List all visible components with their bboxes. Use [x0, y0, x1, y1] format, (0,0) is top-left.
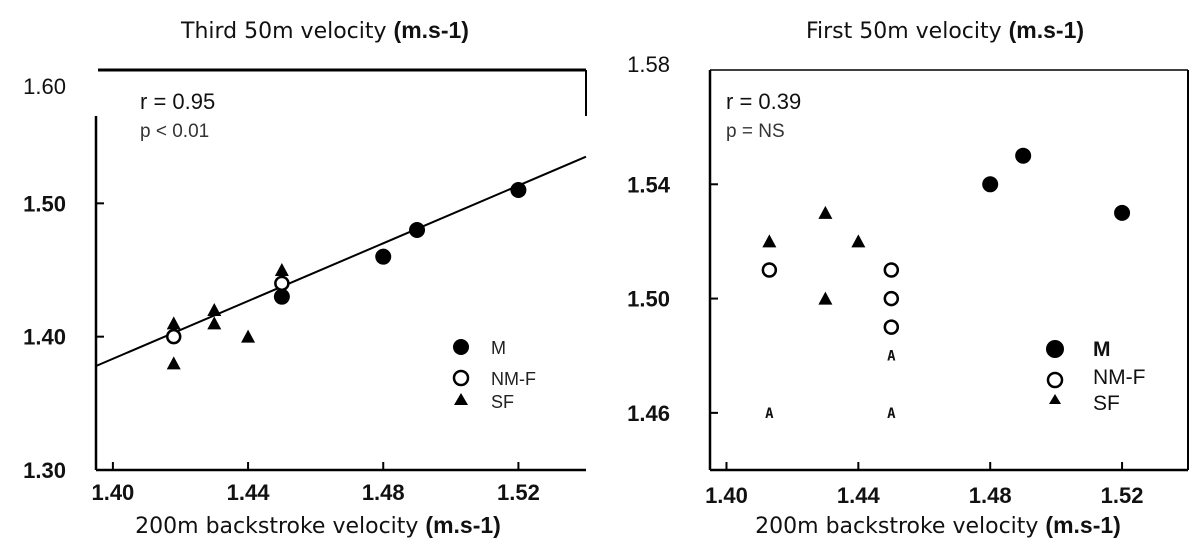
chart-right-x-label-unit: (m.s-1)	[1045, 512, 1120, 538]
point-sf	[207, 303, 222, 316]
point-m	[375, 248, 392, 265]
y-tick-label: 1.60	[23, 74, 66, 99]
legend-nmf-marker	[1046, 371, 1064, 389]
legend-m-marker	[1046, 340, 1064, 358]
y-tick-label: 1.40	[23, 325, 66, 350]
y-tick-label: 1.50	[627, 287, 670, 312]
point-nm-f	[883, 262, 900, 278]
chart-right-svg: First 50m velocity (m.s-1) r = 0.39 p = …	[627, 17, 1189, 539]
chart-left-p-value: p < 0.01	[140, 121, 209, 142]
point-m	[1114, 204, 1131, 221]
x-tick-label: 1.44	[837, 483, 881, 508]
chart-right-title: First 50m velocity (m.s-1)	[806, 17, 1084, 44]
point-nm-f	[883, 290, 900, 307]
legend-nmf-label: NM-F	[491, 369, 536, 389]
chart-left-legend: M NM-F SF	[452, 338, 536, 412]
point-m	[409, 222, 426, 238]
point-nm-f	[165, 328, 182, 345]
chart-right-r-value: r = 0.39	[726, 89, 801, 114]
point-sf	[166, 356, 181, 370]
chart-right-x-label-plain: 200m backstroke velocity	[755, 514, 1045, 539]
point-m	[510, 182, 527, 198]
point-sf	[851, 234, 866, 248]
chart-right-legend: M NM-F SF	[1046, 338, 1145, 415]
legend-sf-marker	[1049, 394, 1061, 404]
chart-left: Third 50m velocity (m.s-1) r = 0.95 p < …	[0, 0, 600, 547]
chart-right: First 50m velocity (m.s-1) r = 0.39 p = …	[600, 0, 1202, 547]
point-sf	[274, 263, 289, 276]
y-tick-label: 1.54	[627, 172, 671, 197]
legend-m-label: M	[491, 338, 506, 358]
y-tick-label: 1.58	[627, 52, 670, 77]
point-m	[982, 176, 999, 193]
a-mark: A	[887, 349, 896, 365]
a-mark: A	[765, 406, 774, 422]
chart-left-x-label: 200m backstroke velocity (m.s-1)	[135, 512, 501, 539]
chart-right-x-ticks: 1.40 1.44 1.48 1.52	[705, 462, 1143, 508]
chart-left-title-plain: Third 50m velocity	[180, 19, 394, 44]
chart-left-r-value: r = 0.95	[140, 89, 215, 114]
y-tick-label: 1.46	[627, 401, 670, 426]
legend-sf-label: SF	[491, 392, 514, 412]
point-sf	[241, 329, 256, 343]
point-sf	[818, 291, 833, 305]
point-sf	[762, 234, 777, 248]
x-tick-label: 1.52	[1101, 483, 1144, 508]
x-tick-label: 1.52	[497, 480, 540, 505]
chart-left-points	[165, 182, 527, 370]
point-nm-f	[883, 319, 900, 335]
point-nm-f	[274, 275, 290, 292]
x-tick-label: 1.48	[362, 480, 405, 505]
legend-nmf-label: NM-F	[1093, 366, 1145, 389]
x-tick-label: 1.40	[705, 483, 748, 508]
chart-left-x-label-plain: 200m backstroke velocity	[135, 514, 425, 539]
x-tick-label: 1.40	[91, 480, 134, 505]
point-m	[1015, 147, 1032, 164]
y-tick-label: 1.50	[23, 191, 66, 216]
chart-right-a-marks: A A A	[765, 349, 896, 422]
chart-left-title: Third 50m velocity (m.s-1)	[180, 17, 469, 44]
point-nm-f	[761, 262, 778, 278]
chart-right-y-ticks: 1.58 1.54 1.50 1.46	[627, 52, 718, 426]
chart-left-x-ticks: 1.40 1.44 1.48 1.52	[91, 462, 540, 505]
chart-left-x-label-unit: (m.s-1)	[425, 512, 500, 538]
a-mark: A	[887, 406, 896, 422]
point-sf	[818, 205, 833, 219]
point-sf	[166, 316, 181, 330]
chart-right-title-plain: First 50m velocity	[806, 19, 1009, 44]
chart-right-x-label: 200m backstroke velocity (m.s-1)	[755, 512, 1121, 539]
y-tick-label: 1.30	[23, 458, 66, 483]
x-tick-label: 1.48	[969, 483, 1012, 508]
chart-left-title-unit: (m.s-1)	[394, 17, 469, 43]
chart-right-title-unit: (m.s-1)	[1009, 17, 1084, 43]
x-tick-label: 1.44	[227, 480, 271, 505]
chart-right-p-value: p = NS	[726, 121, 785, 142]
chart-right-points	[761, 147, 1131, 335]
legend-m-label: M	[1093, 338, 1111, 361]
legend-sf-marker	[454, 393, 468, 405]
chart-left-svg: Third 50m velocity (m.s-1) r = 0.95 p < …	[23, 17, 587, 539]
chart-left-y-ticks: 1.60 1.50 1.40 1.30	[23, 74, 104, 483]
legend-nmf-marker	[452, 369, 470, 387]
point-m	[273, 288, 290, 305]
legend-m-marker	[453, 339, 469, 355]
point-sf	[207, 316, 222, 330]
legend-sf-label: SF	[1093, 392, 1120, 415]
